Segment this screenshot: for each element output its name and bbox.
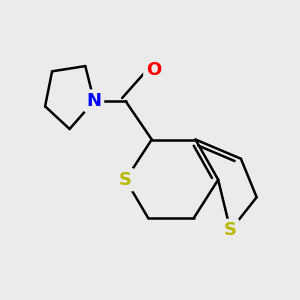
- Text: S: S: [119, 171, 132, 189]
- Text: N: N: [87, 92, 102, 110]
- Text: O: O: [146, 61, 161, 79]
- Text: S: S: [224, 221, 237, 239]
